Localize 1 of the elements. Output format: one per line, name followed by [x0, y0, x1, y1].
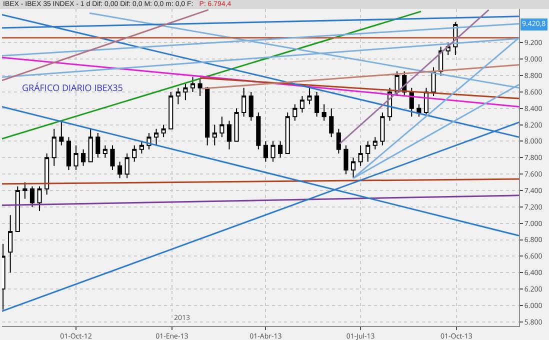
- annotation: GRÁFICO DIARIO IBEX35: [22, 81, 123, 94]
